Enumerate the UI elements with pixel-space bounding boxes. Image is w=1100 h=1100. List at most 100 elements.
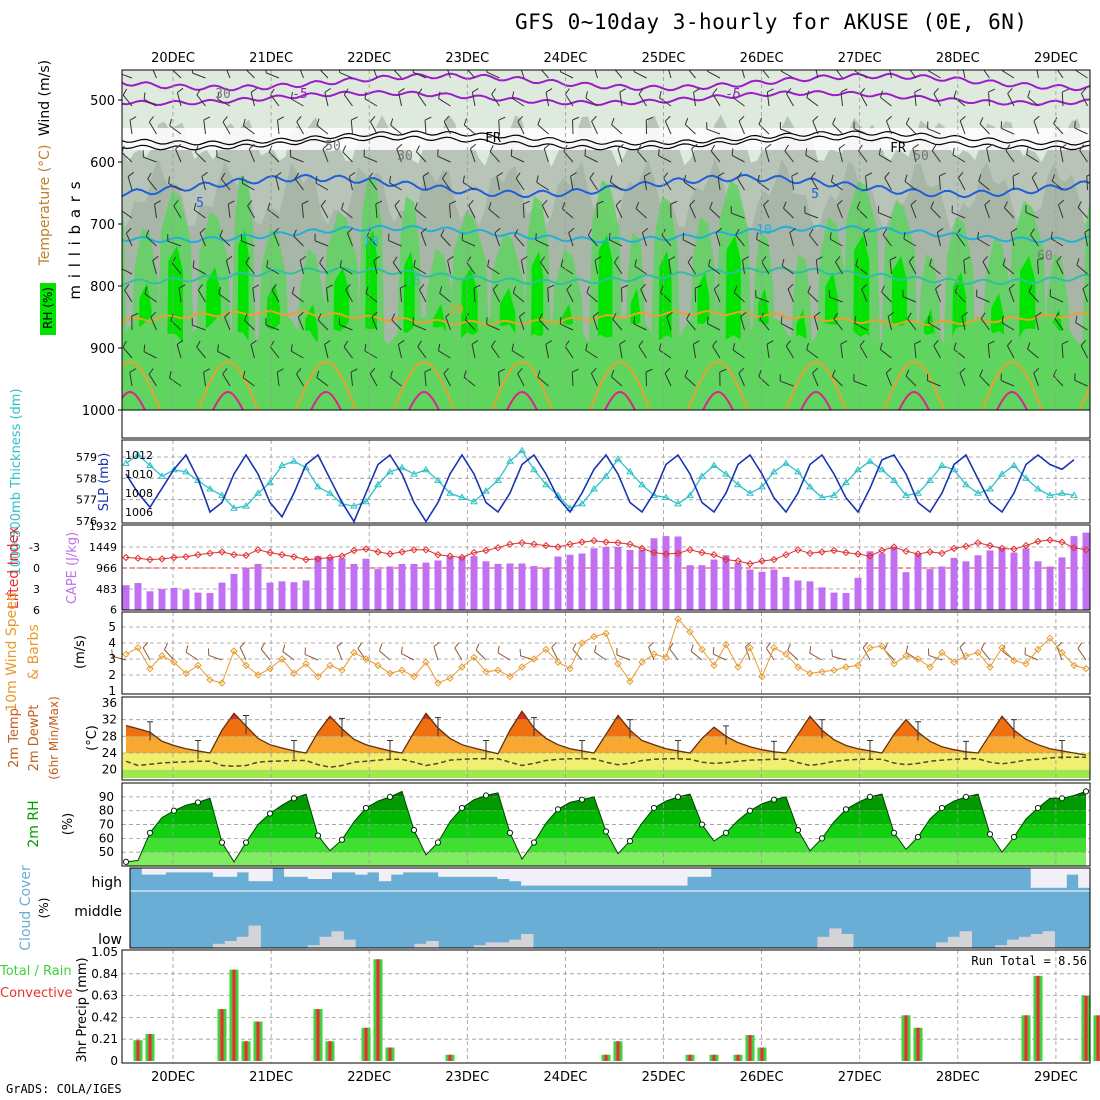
wind-barb-flag — [980, 312, 986, 319]
wind-barb — [347, 232, 353, 247]
rh-marker — [194, 799, 202, 806]
wind-barb-flag — [859, 340, 865, 347]
cloud-high-gap — [675, 868, 688, 886]
wind-barb — [343, 346, 353, 359]
wind-barb — [466, 262, 476, 275]
temp-frame — [121, 696, 1091, 781]
wind-barb — [129, 120, 133, 135]
temp2m-label: 2m Temp — [7, 708, 22, 768]
wind-barb-flag — [982, 256, 988, 262]
wind-speed-marker — [770, 644, 778, 652]
cape-bar — [998, 548, 1006, 610]
wind-barb — [840, 92, 843, 107]
wind-barb — [275, 176, 280, 191]
li-marker — [194, 550, 202, 559]
wind-barb — [957, 177, 966, 191]
cape-bar — [254, 563, 262, 610]
precip-total-label: Total / Rain — [0, 964, 72, 979]
thickness-marker — [542, 480, 550, 488]
wind-barb-flag — [634, 259, 637, 267]
wind-barb-flag — [316, 118, 320, 126]
rh-marker — [794, 826, 802, 834]
rh-marker — [146, 829, 154, 836]
li-marker — [950, 544, 958, 553]
precip-convective-bar — [388, 1047, 392, 1061]
wind-barb-flag — [882, 228, 888, 236]
wind-barb — [904, 180, 917, 191]
precip-convective-bar — [328, 1041, 332, 1061]
wind-barb-flag — [952, 147, 955, 155]
wind-barb-flag — [521, 256, 528, 261]
wind-barb-flag — [695, 284, 702, 289]
thick-tick: 578 — [76, 472, 97, 485]
cape-bar — [1046, 566, 1054, 610]
li-marker — [890, 543, 898, 551]
precip-convective-bar — [748, 1035, 752, 1061]
wind-barb — [439, 292, 451, 303]
cloud-low-bar — [1030, 934, 1044, 948]
li-marker — [974, 539, 982, 547]
wind-barb-flag — [326, 284, 333, 289]
wind-barb — [245, 70, 255, 79]
wind-barb — [317, 319, 329, 331]
wind-barb-flag — [816, 256, 823, 261]
wind-barb-flag — [514, 229, 519, 236]
date-tick-top: 24DEC — [543, 51, 587, 66]
wind-barb — [515, 178, 525, 191]
wind-barb-flag — [242, 370, 246, 378]
wind-barb-flag — [1035, 312, 1042, 317]
thickness-marker — [530, 465, 538, 473]
wind-barb — [786, 93, 794, 107]
wind-barb — [541, 205, 549, 219]
wind-speed-marker — [962, 652, 970, 660]
thickness-marker — [506, 457, 514, 464]
wind-barb — [1001, 322, 1015, 331]
wind-barb-flag — [275, 171, 282, 177]
wind-barb — [1027, 96, 1039, 107]
wind-barb-flag — [786, 88, 792, 95]
wind-barb — [224, 316, 231, 331]
contour-label: 20 — [448, 303, 464, 318]
wind-barb-flag — [424, 116, 432, 121]
wind-speed-marker — [806, 669, 814, 678]
rh-tick: 80 — [99, 804, 114, 818]
wind-barb-flag — [336, 641, 343, 648]
isotherm-m5 — [122, 89, 1090, 107]
precip-convective-bar — [316, 1009, 320, 1061]
wind-barb — [612, 319, 623, 331]
cape-bar — [206, 593, 214, 610]
thickness-marker — [794, 467, 802, 475]
isotherm-25 — [785, 360, 847, 410]
wind-barb-flag — [780, 316, 783, 324]
wind-barb-flag — [222, 116, 228, 123]
wind-barb-flag — [173, 200, 179, 207]
precip-convective-bar — [376, 959, 380, 1061]
rh-marker — [1010, 833, 1018, 841]
wind-barb-flag — [879, 90, 883, 98]
wind-barb — [148, 373, 157, 387]
wind-barb-flag — [143, 344, 146, 352]
li-marker — [182, 553, 190, 561]
wind-barb-flag — [683, 175, 687, 183]
wind-barb — [538, 319, 549, 331]
li-marker — [338, 552, 346, 560]
wind-barb-flag — [282, 644, 286, 652]
thickness-label: 1000-500mb Thickness (dm) — [9, 388, 24, 575]
wind-barb — [462, 239, 476, 247]
temp-tick: 28 — [102, 729, 117, 743]
wind-barb-flag — [1056, 255, 1062, 262]
wind-barb — [1079, 150, 1088, 163]
wind-barb — [1075, 322, 1088, 331]
wind-barb — [545, 344, 549, 359]
wind-barb — [250, 344, 255, 359]
wind-barb-flag — [517, 367, 523, 374]
rh-80-lowband — [122, 315, 1090, 410]
wind-barb — [168, 182, 182, 191]
thickness-marker — [422, 465, 430, 473]
thickness-marker — [722, 470, 730, 477]
wind-speed-marker — [662, 653, 670, 662]
wind-barb — [594, 70, 598, 79]
wind-barb — [785, 345, 794, 359]
cape-bar — [938, 566, 946, 610]
wind-barb — [540, 70, 549, 79]
